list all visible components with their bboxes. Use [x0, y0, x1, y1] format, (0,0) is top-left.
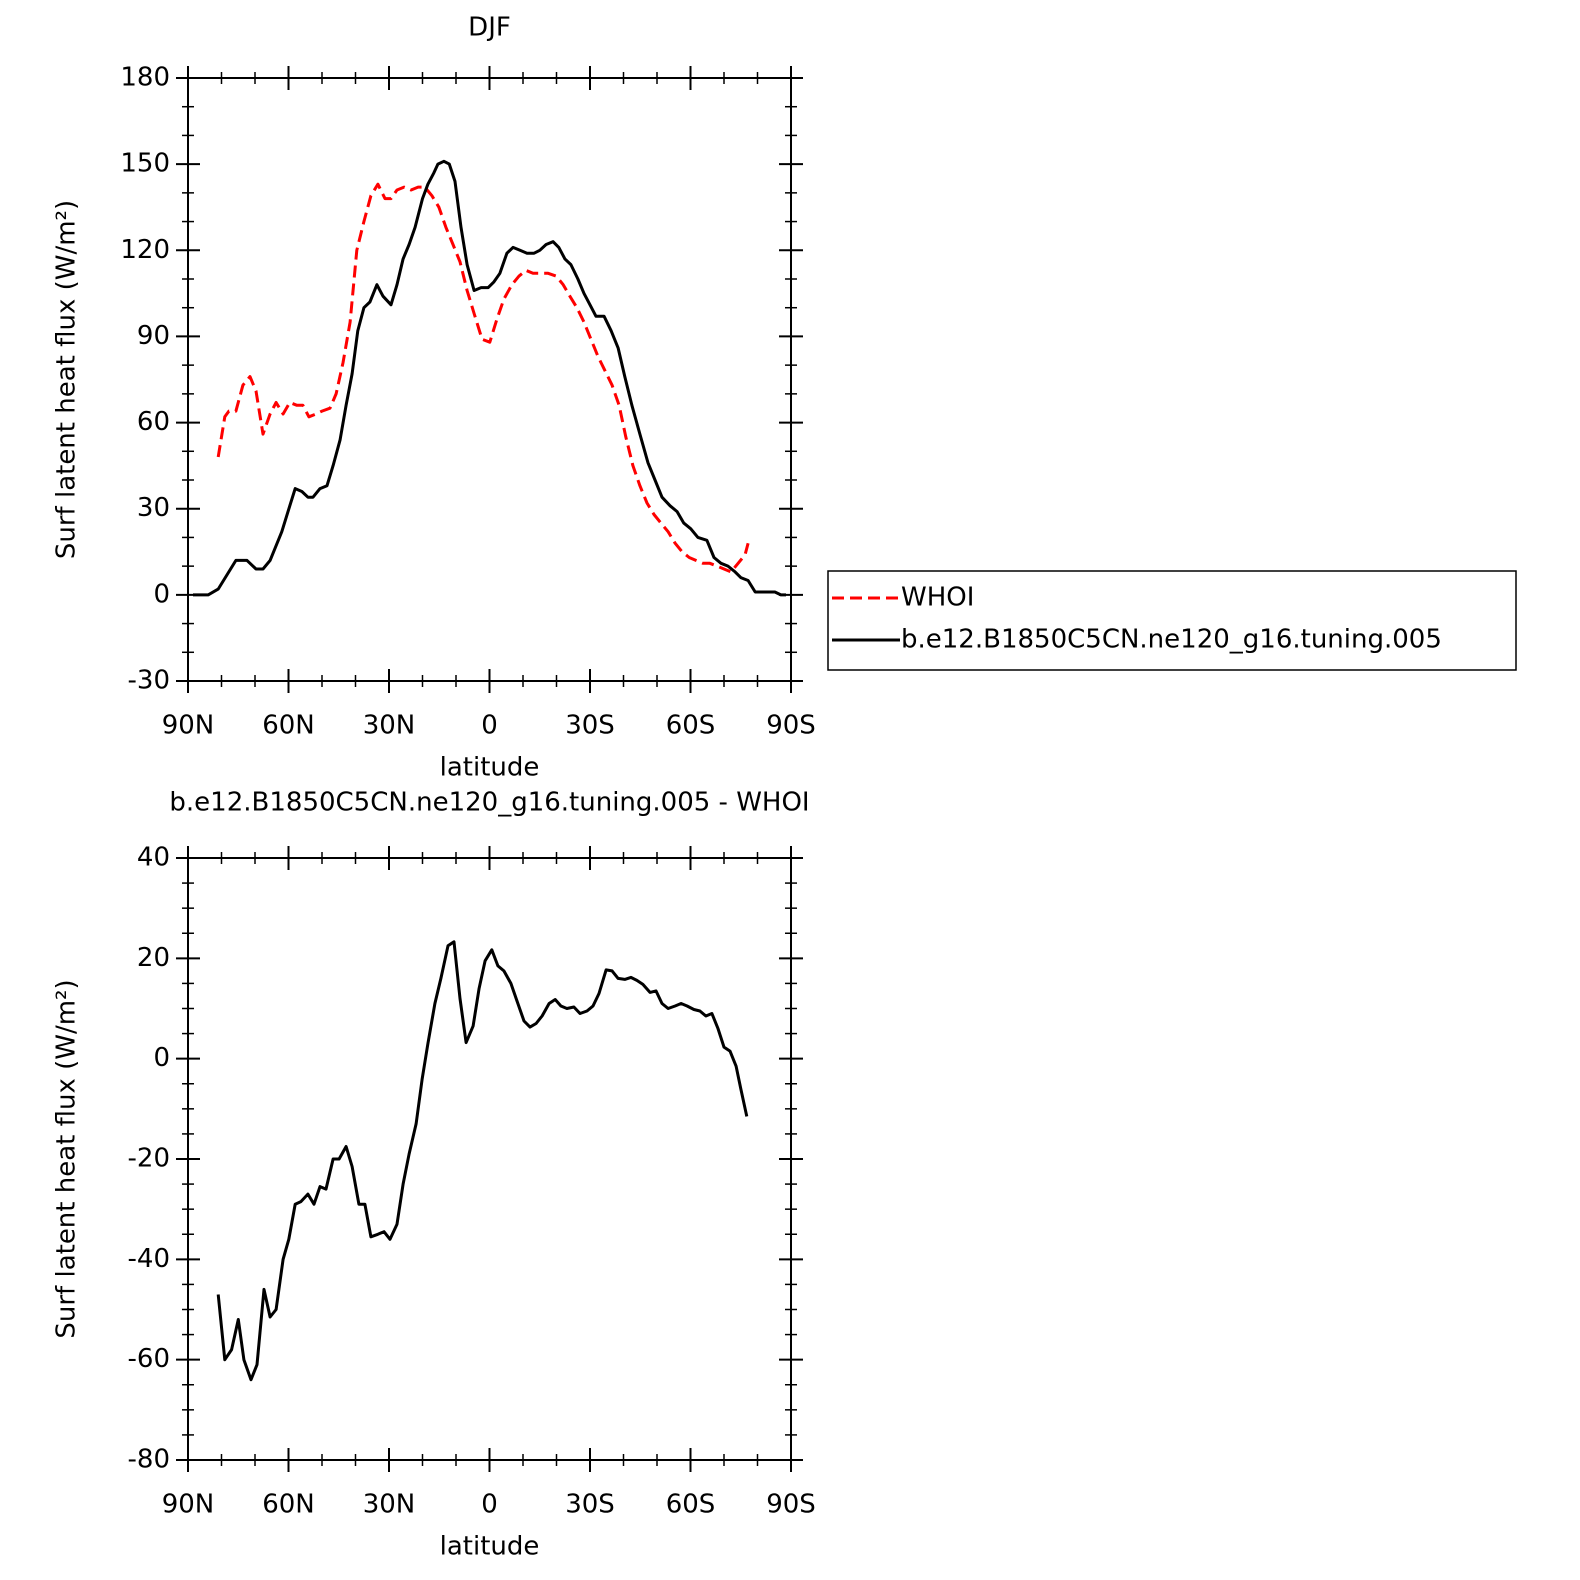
x-tick-label: 90N [162, 711, 215, 741]
x-tick-label: 30S [565, 1490, 615, 1520]
x-tick-label: 0 [481, 1490, 498, 1520]
y-tick-label: 180 [120, 63, 170, 93]
x-axis-label: latitude [440, 1532, 540, 1562]
y-tick-label: 0 [153, 1043, 170, 1073]
data-line [216, 182, 750, 574]
y-tick-label: 150 [120, 149, 170, 179]
chart-title: DJF [468, 13, 511, 43]
x-tick-label: 60S [666, 711, 716, 741]
y-tick-label: 40 [137, 843, 170, 873]
x-tick-label: 30N [363, 711, 416, 741]
legend-label: WHOI [901, 583, 974, 613]
y-tick-label: 0 [153, 579, 170, 609]
x-tick-label: 90S [766, 711, 816, 741]
y-tick-label: -30 [128, 666, 170, 696]
legend-label: b.e12.B1850C5CN.ne120_g16.tuning.005 [901, 625, 1442, 655]
x-tick-label: 90S [766, 1490, 816, 1520]
y-tick-label: 60 [137, 407, 170, 437]
y-tick-label: 20 [137, 943, 170, 973]
x-tick-label: 60N [262, 1490, 315, 1520]
y-axis-label: Surf latent heat flux (W/m²) [52, 200, 82, 559]
data-line [193, 159, 786, 597]
data-line [216, 940, 749, 1382]
y-tick-label: -80 [128, 1445, 170, 1475]
y-tick-label: 30 [137, 493, 170, 523]
y-tick-label: -40 [128, 1244, 170, 1274]
y-tick-label: -20 [128, 1144, 170, 1174]
x-tick-label: 60S [666, 1490, 716, 1520]
y-axis-label: Surf latent heat flux (W/m²) [52, 979, 82, 1338]
x-tick-label: 30N [363, 1490, 416, 1520]
x-tick-label: 30S [565, 711, 615, 741]
x-tick-label: 90N [162, 1490, 215, 1520]
plot-frame [187, 857, 792, 1461]
x-tick-label: 60N [262, 711, 315, 741]
y-tick-label: -60 [128, 1344, 170, 1374]
x-tick-label: 0 [481, 711, 498, 741]
plot-frame [187, 77, 792, 682]
x-axis-label: latitude [440, 753, 540, 783]
chart-title: b.e12.B1850C5CN.ne120_g16.tuning.005 - W… [169, 788, 809, 818]
y-tick-label: 120 [120, 235, 170, 265]
y-tick-label: 90 [137, 321, 170, 351]
legend-box [827, 570, 1517, 671]
